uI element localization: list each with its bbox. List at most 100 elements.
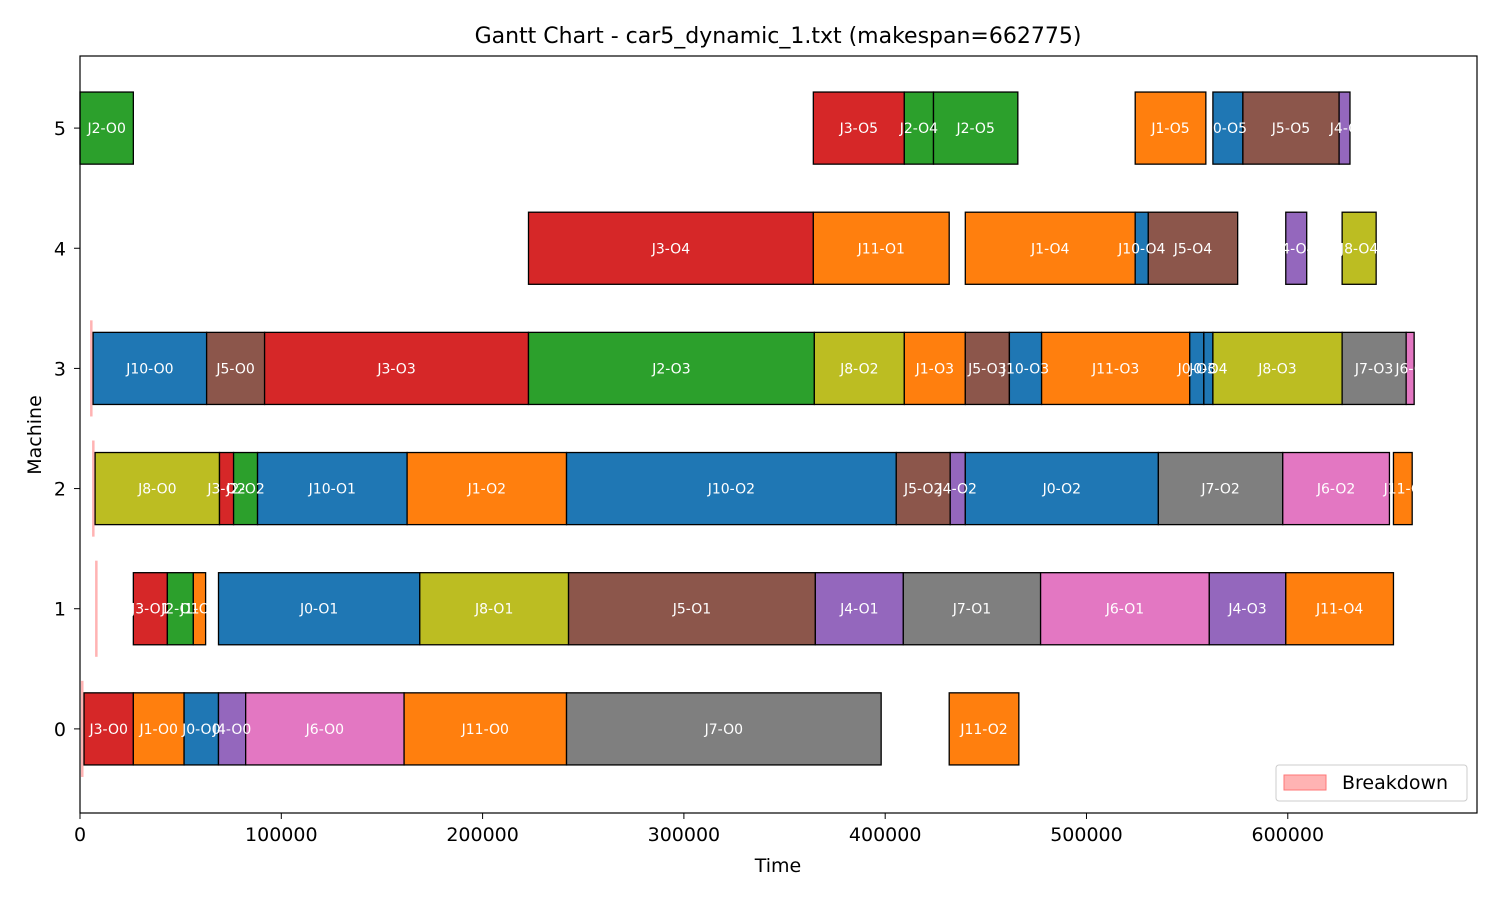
breakdown-m0 [81,680,84,777]
op-bar-m1-J11-O4 [1285,572,1395,646]
op-label-m4-J11-O1: J11-O1 [857,241,905,257]
op-bar-m1-J6-O1 [1039,572,1210,646]
op-label-m3-J6-O: J6-O [1394,361,1425,377]
op-label-m2-J2-O2: J2-O2 [225,482,264,498]
op-bar-m3-J1-O3 [903,331,966,406]
op-bar-m5-J2-O4 [903,91,935,165]
op-bar-m0-J3-O0 [83,692,134,766]
op-label-m4-J3-O4: J3-O4 [651,241,690,257]
op-label-m1-J0-O1: J0-O1 [299,602,338,618]
op-label-m2-J10-O1: J10-O1 [308,482,356,498]
op-label-m2-J7-O2: J7-O2 [1200,482,1239,498]
op-label-m5-J1-O5: J1-O5 [1150,121,1189,137]
op-label-m1-J2-O1: J2-O1 [160,602,199,618]
x-tick-label: 400000 [849,824,922,846]
op-bar-m2-J10-O1 [256,451,408,526]
y-tick-label: 5 [54,118,66,140]
op-label-m0-J1-O0: J1-O0 [139,722,178,738]
x-tick-label: 600000 [1252,824,1325,846]
x-tick-label: 100000 [245,824,318,846]
op-bar-m0-J6-O0 [245,692,405,766]
op-bar-m3-J7-O3 [1341,331,1407,406]
op-label-m5-J3-O5: J3-O5 [839,121,878,137]
op-label-m0-J7-O0: J7-O0 [704,722,743,738]
op-label-m1-J4-O3: J4-O3 [1227,602,1266,618]
legend: Breakdown [1275,764,1468,802]
op-label-m0-J11-O2: J11-O2 [959,722,1007,738]
x-tick-label: 200000 [446,824,519,846]
op-bar-m1-J3-O1 [132,572,169,646]
op-bar-m5-J2-O0 [79,91,134,165]
y-tick-label: 0 [54,719,66,741]
legend-frame [1275,764,1468,802]
op-label-m3-J7-O3: J7-O3 [1354,361,1393,377]
op-label-m2-J4-O2: J4-O2 [938,482,977,498]
breakdown-m3 [90,320,93,417]
x-axis-label: Time [754,855,802,877]
op-bar-m2-J10-O2 [565,451,897,526]
op-label-m5-J4-O: J4-O [1329,121,1360,137]
op-bar-m3-J8-O3 [1212,331,1343,406]
op-bar-m4-J5-O4 [1147,211,1239,285]
op-bar-m3-J11-O3 [1040,331,1191,406]
op-label-m3-J5-O3: J5-O3 [967,361,1006,377]
y-axis-label: Machine [24,395,46,475]
op-label-m4-J4-O4: J4-O4 [1276,241,1315,257]
legend-label-breakdown: Breakdown [1342,772,1448,794]
y-tick-label: 1 [54,599,66,621]
op-bar-m1-J0-O1 [217,572,421,646]
op-label-m3-J0-O3: J0-O3 [1177,361,1216,377]
op-bar-m2-J8-O0 [94,451,221,526]
y-tick-label: 3 [54,358,66,380]
op-label-m2-J3-O2: J3-O2 [206,482,245,498]
op-bar-m1-J1-O1 [192,572,207,646]
op-label-m3-J10-O0: J10-O0 [125,361,173,377]
y-tick-label: 2 [54,479,66,501]
op-label-m4-J1-O4: J1-O4 [1030,241,1069,257]
op-label-m1-J4-O1: J4-O1 [839,602,878,618]
op-bar-m1-J4-O3 [1208,572,1287,646]
breakdown-m1 [95,560,98,657]
op-label-m2-J6-O2: J6-O2 [1316,482,1355,498]
op-bar-m2-J0-O2 [964,451,1159,526]
op-bar-m4-J11-O1 [812,211,950,285]
op-bar-m1-J2-O1 [166,572,194,646]
op-bar-m3-J3-O3 [263,331,530,406]
y-tick-label: 4 [54,238,66,260]
op-bar-m5-J4-O [1338,91,1351,165]
op-label-m0-J6-O0: J6-O0 [305,722,344,738]
op-label-m1-J1-O1: J1-O1 [179,602,218,618]
op-label-m0-J4-O0: J4-O0 [212,722,251,738]
op-label-m1-J3-O1: J3-O1 [130,602,169,618]
op-label-m1-J5-O1: J5-O1 [672,602,711,618]
op-bar-m1-J8-O1 [419,572,570,646]
breakdowns-layer [81,320,98,777]
op-label-m5-J0-O5: J0-O5 [1208,121,1247,137]
op-label-m3-J1-O3: J1-O3 [915,361,954,377]
op-label-m5-J2-O5: J2-O5 [955,121,994,137]
op-bar-m5-J1-O5 [1134,91,1207,165]
op-label-m0-J11-O0: J11-O0 [461,722,509,738]
op-label-m2-J8-O0: J8-O0 [137,482,176,498]
op-bar-m0-J4-O0 [217,692,247,766]
op-bar-m0-J1-O0 [132,692,185,766]
op-bar-m2-J7-O2 [1157,451,1284,526]
op-bar-m3-J8-O2 [813,331,905,406]
op-label-m5-J2-O0: J2-O0 [86,121,125,137]
op-bar-m4-J8-O4 [1341,211,1377,285]
op-label-m4-J8-O4: J8-O4 [1339,241,1378,257]
x-tick-label: 0 [74,824,86,846]
op-label-m0-J3-O0: J3-O0 [88,722,127,738]
op-bar-m2-J11-O [1392,451,1413,526]
op-label-m1-J11-O4: J11-O4 [1315,602,1363,618]
op-bar-m3-J5-O0 [205,331,266,406]
op-label-m3-J8-O3: J8-O3 [1257,361,1296,377]
op-label-m2-J0-O2: J0-O2 [1042,482,1081,498]
op-label-m3-J2-O3: J2-O3 [651,361,690,377]
op-label-m5-J2-O4: J2-O4 [899,121,938,137]
plot-frame [79,55,1478,814]
op-label-m4-J10-O4: J10-O4 [1117,241,1165,257]
op-label-m2-J5-O2: J5-O2 [903,482,942,498]
